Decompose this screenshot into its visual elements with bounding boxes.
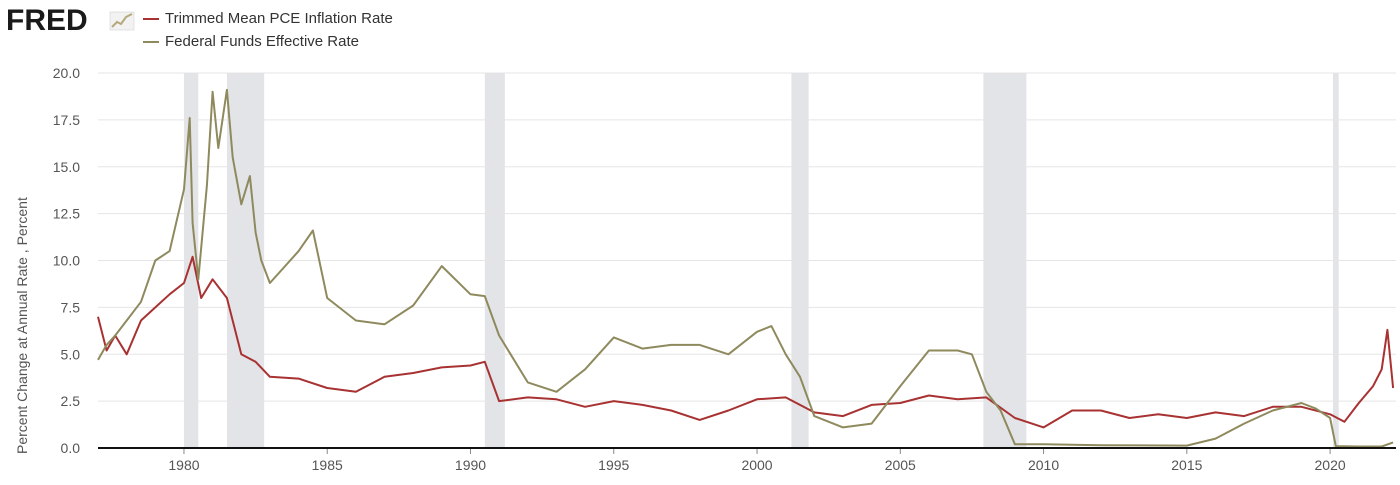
- legend-item-trimmed-mean-pce[interactable]: Trimmed Mean PCE Inflation Rate: [143, 10, 393, 27]
- x-tick-label-6: 2010: [1028, 457, 1059, 473]
- series-line-0: [97, 255, 1395, 429]
- legend-label-pce: Trimmed Mean PCE Inflation Rate: [165, 10, 393, 27]
- y-tick-label-8: 20.0: [53, 65, 80, 81]
- y-tick-label-4: 10.0: [53, 253, 80, 269]
- x-tick-label-7: 2015: [1171, 457, 1202, 473]
- chart-line-icon: [109, 11, 135, 31]
- x-tick-label-2: 1990: [455, 457, 486, 473]
- y-tick-label-7: 17.5: [53, 112, 80, 128]
- legend-swatch-fed-funds: [143, 40, 159, 43]
- legend-swatch-pce: [143, 17, 159, 20]
- x-tick-label-3: 1995: [598, 457, 629, 473]
- fred-logo[interactable]: FRED: [6, 4, 136, 39]
- y-tick-label-0: 0.0: [61, 440, 81, 456]
- x-tick-label-0: 1980: [168, 457, 199, 473]
- fred-logo-graphic: FRED: [6, 4, 135, 37]
- y-axis-ticks: 0.0 2.5 5.0 7.5 10.0 12.5 15.0 17.5 20.0: [53, 65, 80, 456]
- y-tick-label-3: 7.5: [61, 299, 81, 315]
- x-tick-label-1: 1985: [312, 457, 343, 473]
- y-tick-label-2: 5.0: [61, 346, 81, 362]
- x-axis-ticks: 1980 1985 1990 1995 2000 2005 2010 2015 2020: [168, 448, 1346, 473]
- x-tick-label-8: 2020: [1315, 457, 1346, 473]
- y-tick-label-5: 12.5: [53, 206, 80, 222]
- x-tick-label-4: 2000: [741, 457, 772, 473]
- legend-item-fed-funds[interactable]: Federal Funds Effective Rate: [143, 33, 359, 50]
- series-line-1: [97, 88, 1394, 448]
- legend-label-fed-funds: Federal Funds Effective Rate: [165, 33, 359, 50]
- x-tick-label-5: 2005: [885, 457, 916, 473]
- gridlines: [98, 72, 1396, 402]
- series-lines: [97, 88, 1395, 448]
- y-tick-label-6: 15.0: [53, 159, 80, 175]
- fred-logo-text: FRED: [6, 4, 88, 34]
- y-tick-label-1: 2.5: [61, 393, 81, 409]
